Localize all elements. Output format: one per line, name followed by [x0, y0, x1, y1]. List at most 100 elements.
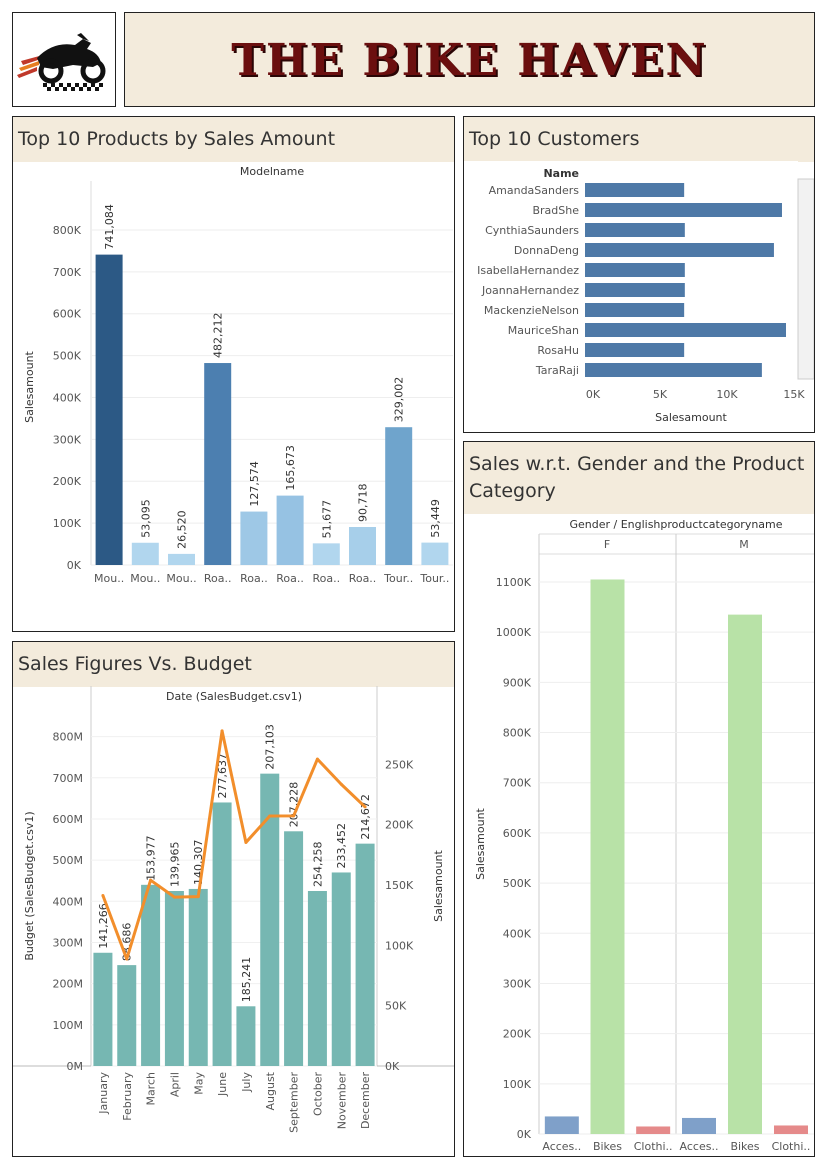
- sales-point: [220, 729, 224, 733]
- budget-month-label: June: [216, 1072, 229, 1097]
- budget-y2tick: 0K: [385, 1060, 400, 1073]
- product-bar: [312, 543, 340, 565]
- budget-month-label: July: [240, 1072, 253, 1093]
- product-bar: [204, 363, 232, 565]
- customers-scrollbar[interactable]: [797, 178, 814, 380]
- customer-bar: [585, 243, 774, 257]
- budget-ytick: 300M: [53, 936, 84, 949]
- customer-bar: [585, 363, 762, 377]
- sales-point: [196, 895, 200, 899]
- products-ytick: 200K: [53, 475, 82, 488]
- product-category-label: Tour..: [419, 572, 449, 585]
- gender-ytick: 0K: [517, 1128, 532, 1141]
- product-bar: [349, 527, 376, 565]
- gender-category-bar: [544, 1116, 579, 1134]
- product-category-label: Roa..: [312, 572, 340, 585]
- gender-category-label: Acces..: [542, 1140, 581, 1153]
- gender-category-bar: [774, 1125, 808, 1134]
- product-value-label: 127,574: [248, 461, 261, 507]
- customer-bar: [585, 223, 685, 237]
- product-bar: [421, 542, 449, 565]
- gender-group-label: F: [604, 538, 610, 551]
- budget-y2tick: 50K: [385, 1000, 407, 1013]
- budget-month-label: August: [264, 1071, 277, 1110]
- budget-bar: [141, 884, 161, 1066]
- budget-bar: [284, 831, 304, 1066]
- budget-bar: [307, 891, 327, 1066]
- customers-xtick: 15K: [783, 388, 805, 401]
- products-ytick: 0K: [67, 559, 82, 572]
- gender-ytick: 200K: [503, 1028, 532, 1041]
- products-ytick: 700K: [53, 266, 82, 279]
- products-ytick: 100K: [53, 517, 82, 530]
- budget-bar: [117, 965, 137, 1066]
- budget-ytick: 100M: [53, 1019, 84, 1032]
- budget-ylabel: Budget (SalesBudget.csv1): [23, 811, 36, 960]
- sales-point: [315, 757, 319, 761]
- sales-point: [244, 840, 248, 844]
- gender-header: Gender / Englishproductcategoryname: [569, 518, 782, 531]
- budget-y2tick: 100K: [385, 939, 414, 952]
- customers-xtick: 5K: [653, 388, 668, 401]
- budget-ytick: 0M: [67, 1060, 84, 1073]
- customer-name: MackenzieNelson: [484, 304, 579, 317]
- budget-y2tick: 250K: [385, 758, 414, 771]
- product-category-label: Tour..: [383, 572, 413, 585]
- product-value-label: 90,718: [357, 484, 370, 522]
- sales-point: [149, 878, 153, 882]
- customers-chart: Name AmandaSanders BradShe CynthiaSaunders D…: [464, 161, 814, 432]
- customer-bar: [585, 263, 685, 277]
- customer-bar: [585, 183, 685, 197]
- budget-bar: [355, 843, 375, 1066]
- sales-point: [125, 957, 129, 961]
- product-bar: [276, 495, 304, 565]
- budget-y2tick: 200K: [385, 819, 414, 832]
- gender-ytick: 600K: [503, 827, 532, 840]
- gender-category-label: Clothi..: [772, 1140, 811, 1153]
- customer-bar: [585, 283, 685, 297]
- sales-point: [292, 814, 296, 818]
- gender-ytick: 400K: [503, 927, 532, 940]
- product-category-label: Mou..: [94, 572, 124, 585]
- budget-sales-label: 153,977: [145, 835, 158, 881]
- product-value-label: 51,677: [320, 500, 333, 539]
- customers-header: Name: [543, 167, 579, 180]
- gender-category-bar: [728, 614, 762, 1134]
- budget-sales-label: 207,103: [264, 724, 277, 770]
- customer-name: IsabellaHernandez: [477, 264, 579, 277]
- products-title: Top 10 Products by Sales Amount: [13, 117, 454, 162]
- product-bar: [131, 542, 159, 565]
- products-ylabel: Salesamount: [23, 350, 36, 422]
- budget-ytick: 600M: [53, 813, 84, 826]
- products-ytick: 500K: [53, 350, 82, 363]
- product-bar: [240, 511, 268, 565]
- product-value-label: 741,084: [103, 204, 116, 250]
- product-value-label: 165,673: [284, 445, 297, 491]
- gender-ytick: 300K: [503, 977, 532, 990]
- budget-ytick: 700M: [53, 772, 84, 785]
- customer-name: CynthiaSaunders: [485, 224, 579, 237]
- customer-bar: [585, 303, 685, 317]
- product-value-label: 329,002: [393, 377, 406, 423]
- budget-bar: [164, 891, 184, 1066]
- customer-name: TaraRaji: [535, 364, 579, 377]
- budget-sales-label: 141,266: [97, 903, 110, 949]
- products-ytick: 400K: [53, 391, 82, 404]
- budget-panel: Sales Figures Vs. Budget Date (SalesBudg…: [12, 641, 455, 1157]
- logo-box: [12, 12, 116, 107]
- budget-sales-label: 139,965: [168, 842, 181, 888]
- budget-y2tick: 150K: [385, 879, 414, 892]
- gender-ytick: 1100K: [496, 576, 532, 589]
- customer-bar: [585, 323, 786, 337]
- gender-ytick: 500K: [503, 877, 532, 890]
- gender-ytick: 800K: [503, 727, 532, 740]
- product-value-label: 53,449: [429, 499, 442, 537]
- gender-ytick: 700K: [503, 777, 532, 790]
- product-category-label: Roa..: [276, 572, 304, 585]
- budget-bar: [331, 872, 351, 1066]
- product-category-label: Roa..: [204, 572, 232, 585]
- budget-month-label: January: [97, 1072, 110, 1115]
- budget-bar: [260, 773, 280, 1066]
- product-bar: [95, 254, 123, 565]
- products-header: Modelname: [240, 165, 304, 178]
